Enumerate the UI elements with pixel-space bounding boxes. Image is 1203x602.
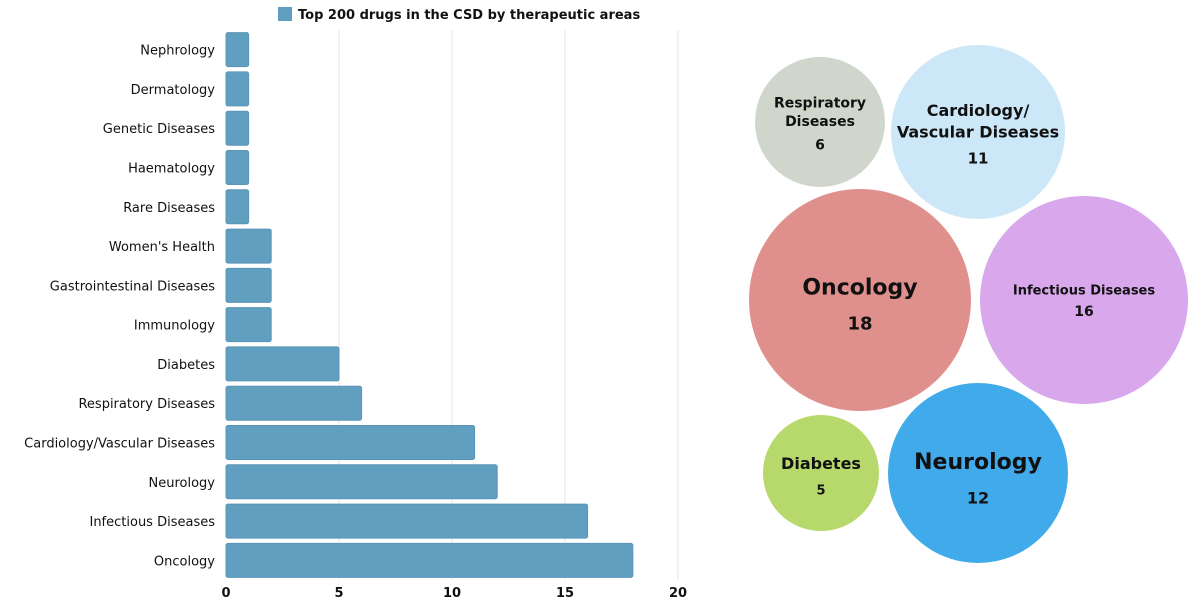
y-tick-label: Oncology <box>154 554 215 569</box>
bar <box>225 503 589 539</box>
y-tick-label: Immunology <box>134 319 215 334</box>
bar <box>225 150 250 185</box>
bar <box>225 228 272 264</box>
y-tick-label: Rare Diseases <box>123 201 215 216</box>
bubble-circle <box>891 45 1065 219</box>
bubble-label: Oncology <box>802 276 917 301</box>
x-tick-label: 20 <box>669 586 687 601</box>
bubble-circle <box>755 57 885 187</box>
bar <box>225 464 498 500</box>
bar <box>225 425 476 460</box>
y-tick-label: Genetic Diseases <box>103 122 215 137</box>
y-tick-label: Women's Health <box>109 240 215 255</box>
bubble-value: 16 <box>1074 304 1093 320</box>
y-tick-label: Infectious Diseases <box>89 515 215 530</box>
y-tick-label: Respiratory Diseases <box>78 397 215 412</box>
bubble-value: 12 <box>967 488 989 507</box>
bubble-label: Cardiology/ <box>927 101 1030 120</box>
legend-swatch <box>278 7 292 21</box>
bubble-label: Vascular Diseases <box>897 123 1059 142</box>
bubble: Infectious Diseases 16 <box>980 196 1188 404</box>
bubble-circle <box>749 189 971 411</box>
bubble-label: Respiratory <box>774 95 866 111</box>
y-tick-label: Haematology <box>128 162 215 177</box>
bubble: Oncology 18 <box>749 189 971 411</box>
bubble-chart: Respiratory Diseases 6 Cardiology/Vascular … <box>749 45 1188 563</box>
x-tick-label: 0 <box>221 586 230 601</box>
bubble: Diabetes 5 <box>763 415 879 531</box>
bubble: Neurology 12 <box>888 383 1068 563</box>
bar <box>225 385 363 421</box>
y-tick-label: Dermatology <box>131 83 216 98</box>
bubble-label: Diabetes <box>781 454 861 473</box>
bubble-circle <box>888 383 1068 563</box>
y-tick-label: Neurology <box>149 476 216 491</box>
bubble: Respiratory Diseases 6 <box>755 57 885 187</box>
bubble-value: 6 <box>815 137 825 153</box>
bar <box>225 267 272 303</box>
legend-label: Top 200 drugs in the CSD by therapeutic … <box>298 8 640 23</box>
bubble-value: 11 <box>968 150 989 168</box>
bar <box>225 542 634 578</box>
x-tick-label: 15 <box>556 586 574 601</box>
bar <box>225 189 250 225</box>
bar <box>225 32 250 68</box>
bubble-circle <box>980 196 1188 404</box>
bubble-value: 5 <box>816 484 825 499</box>
bubble: Cardiology/Vascular Diseases 11 <box>891 45 1065 219</box>
bubble-value: 18 <box>847 314 872 335</box>
bar <box>225 110 250 146</box>
bubble-label: Infectious Diseases <box>1013 283 1156 298</box>
y-tick-label: Cardiology/Vascular Diseases <box>24 437 215 452</box>
y-tick-label: Nephrology <box>140 44 215 59</box>
bar <box>225 71 250 107</box>
x-tick-label: 10 <box>443 586 461 601</box>
bubble-circle <box>763 415 879 531</box>
y-tick-label: Gastrointestinal Diseases <box>50 279 215 294</box>
y-tick-label: Diabetes <box>157 358 215 373</box>
bar-chart: Top 200 drugs in the CSD by therapeutic … <box>24 7 687 601</box>
bubble-label: Neurology <box>914 450 1042 475</box>
bar <box>225 307 272 343</box>
bar <box>225 346 340 382</box>
bubble-label: Diseases <box>785 114 855 130</box>
x-tick-label: 5 <box>334 586 343 601</box>
